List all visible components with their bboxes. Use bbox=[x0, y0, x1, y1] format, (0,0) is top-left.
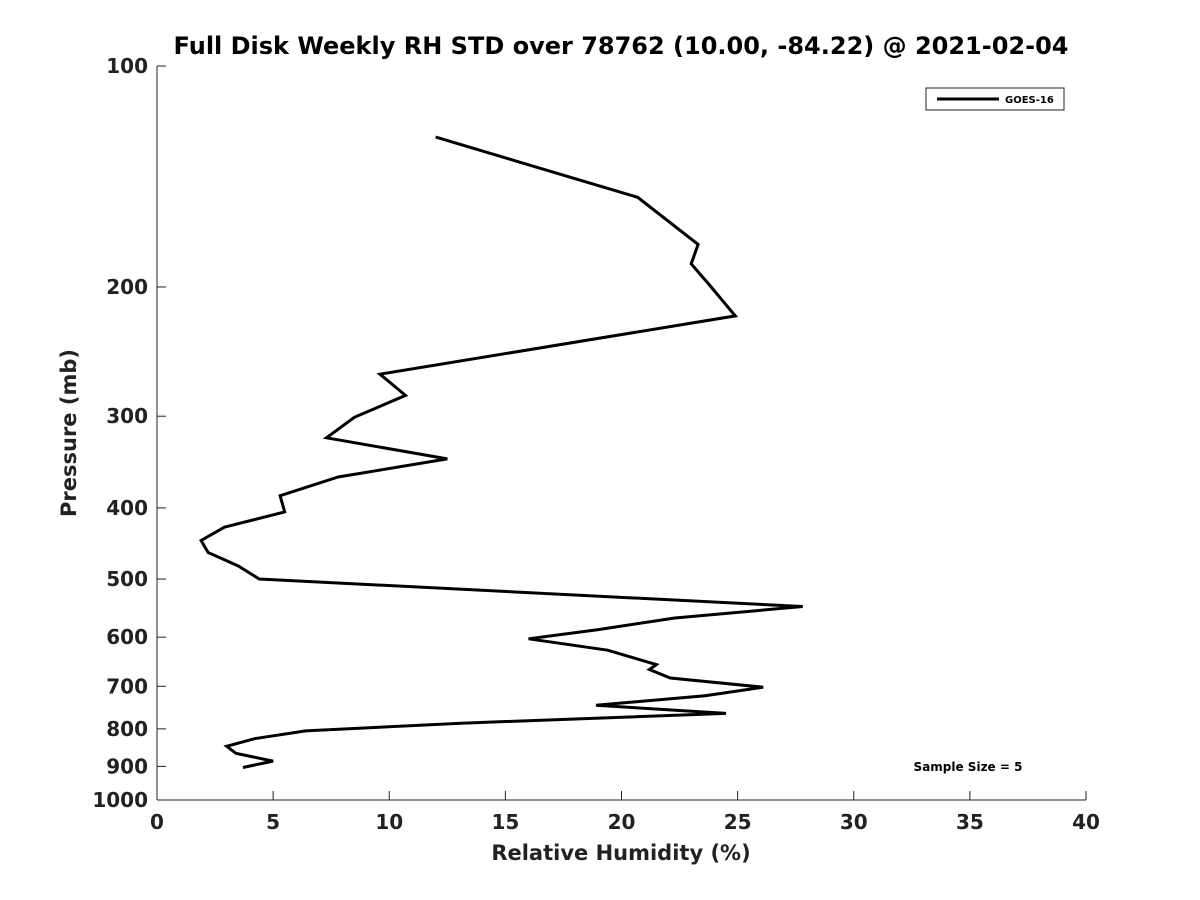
legend: GOES-16 bbox=[925, 87, 1065, 111]
x-axis-label: Relative Humidity (%) bbox=[491, 841, 750, 865]
legend-label-goes-16: GOES-16 bbox=[1005, 95, 1054, 106]
series-line-goes-16 bbox=[199, 135, 803, 769]
y-tick-label: 400 bbox=[106, 496, 148, 520]
x-ticks: 0 5 10 15 20 25 30 35 40 bbox=[150, 791, 1100, 834]
x-tick-label: 10 bbox=[375, 810, 403, 834]
y-tick-label: 200 bbox=[106, 275, 148, 299]
x-tick-label: 30 bbox=[840, 810, 868, 834]
x-tick-label: 25 bbox=[724, 810, 752, 834]
y-ticks: 100 200 300 400 500 600 700 800 900 1000 bbox=[92, 54, 166, 812]
x-tick-label: 15 bbox=[491, 810, 519, 834]
series-layer bbox=[199, 135, 803, 769]
sample-size-annotation: Sample Size = 5 bbox=[914, 760, 1023, 774]
x-tick-label: 35 bbox=[956, 810, 984, 834]
y-tick-label: 300 bbox=[106, 404, 148, 428]
y-tick-label: 700 bbox=[106, 674, 148, 698]
x-tick-label: 40 bbox=[1072, 810, 1100, 834]
x-tick-label: 20 bbox=[608, 810, 636, 834]
y-tick-label: 900 bbox=[106, 754, 148, 778]
y-tick-label: 1000 bbox=[92, 788, 148, 812]
y-tick-label: 500 bbox=[106, 567, 148, 591]
y-axis-label: Pressure (mb) bbox=[57, 349, 81, 517]
y-tick-label: 100 bbox=[106, 54, 148, 78]
chart-title: Full Disk Weekly RH STD over 78762 (10.0… bbox=[174, 32, 1069, 60]
y-tick-label: 800 bbox=[106, 717, 148, 741]
y-tick-label: 600 bbox=[106, 625, 148, 649]
x-tick-label: 5 bbox=[266, 810, 280, 834]
x-tick-label: 0 bbox=[150, 810, 164, 834]
